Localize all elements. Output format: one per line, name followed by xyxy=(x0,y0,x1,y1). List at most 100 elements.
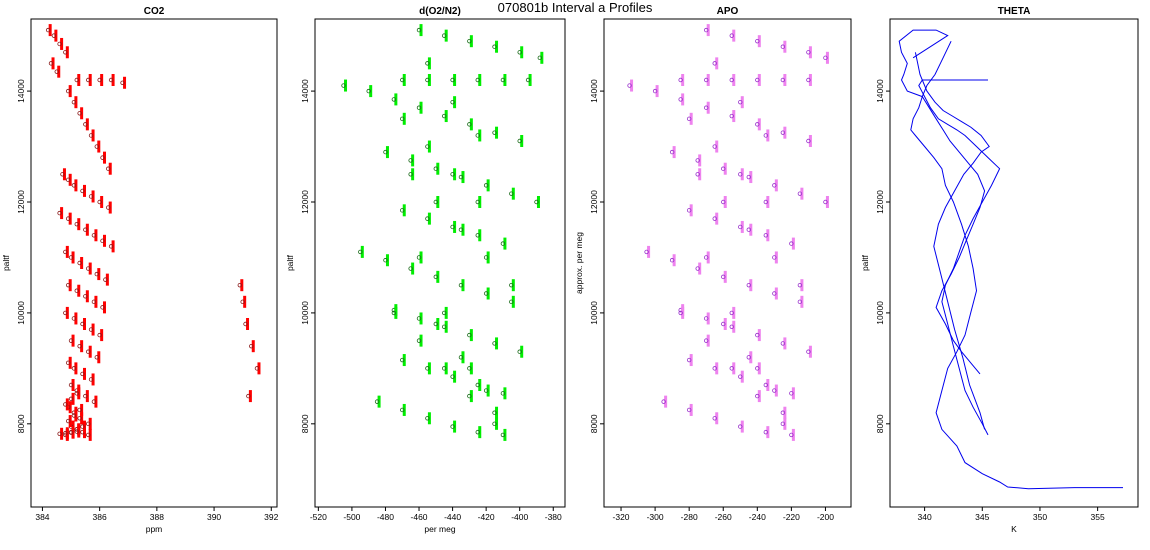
data-point xyxy=(68,396,74,402)
data-point xyxy=(517,349,522,354)
data-point xyxy=(492,410,497,415)
data-point xyxy=(729,113,734,119)
data-point xyxy=(68,382,74,388)
data-point xyxy=(391,97,397,102)
data-point xyxy=(755,77,760,83)
data-point xyxy=(537,55,543,61)
data-point xyxy=(475,382,480,388)
data-point xyxy=(450,77,455,83)
data-point xyxy=(669,149,675,155)
data-point xyxy=(500,391,506,396)
data-point xyxy=(374,399,380,404)
panel-title: APO xyxy=(717,6,739,17)
data-point xyxy=(772,388,777,393)
series-line xyxy=(918,79,1001,436)
series-line xyxy=(898,29,1123,490)
data-point xyxy=(108,77,114,83)
data-point xyxy=(65,177,71,183)
series-line xyxy=(914,52,990,430)
plot-frame xyxy=(314,18,566,508)
data-point xyxy=(68,430,74,435)
data-point xyxy=(746,282,751,288)
data-point xyxy=(458,282,464,288)
data-point xyxy=(686,357,692,363)
data-point xyxy=(86,266,91,271)
data-point xyxy=(695,172,700,177)
data-point xyxy=(83,393,88,399)
data-point xyxy=(103,277,108,282)
x-axis-label: K xyxy=(1011,524,1017,534)
data-point xyxy=(450,424,455,429)
data-point xyxy=(517,138,522,144)
x-tick-label: 355 xyxy=(1091,512,1105,522)
x-tick-label: -280 xyxy=(681,512,698,522)
data-point xyxy=(416,338,422,343)
data-point xyxy=(63,310,68,316)
data-point xyxy=(729,324,734,329)
data-point xyxy=(729,366,734,371)
y-tick-label: 14000 xyxy=(875,79,885,103)
data-point xyxy=(772,291,777,296)
panel-title: CO2 xyxy=(144,6,165,17)
data-point xyxy=(483,388,489,393)
y-tick-label: 12000 xyxy=(589,190,599,214)
y-tick-label: 10000 xyxy=(875,301,885,325)
data-point xyxy=(416,27,422,33)
data-point xyxy=(704,105,709,110)
data-point xyxy=(509,191,514,196)
data-point xyxy=(738,374,743,379)
data-point xyxy=(704,338,709,343)
x-tick-label: -240 xyxy=(749,512,766,522)
y-tick-label: 8000 xyxy=(300,414,310,433)
x-tick-label: -420 xyxy=(478,512,495,522)
x-tick-label: 350 xyxy=(1033,512,1047,522)
data-point xyxy=(500,77,506,83)
y-tick-label: 14000 xyxy=(300,79,310,103)
data-point xyxy=(797,282,803,288)
data-point xyxy=(65,418,71,424)
data-point xyxy=(763,429,769,435)
data-point xyxy=(755,332,760,338)
y-tick-label: 8000 xyxy=(589,414,599,433)
data-point xyxy=(458,227,464,232)
data-point xyxy=(755,122,760,127)
data-point xyxy=(441,366,447,371)
data-point xyxy=(763,233,769,238)
data-point xyxy=(450,374,455,379)
data-point xyxy=(77,260,82,266)
data-point xyxy=(433,166,439,171)
data-point xyxy=(433,321,439,327)
x-tick-label: -520 xyxy=(310,512,327,522)
data-point xyxy=(695,266,700,271)
x-tick-label: -200 xyxy=(817,512,834,522)
data-point xyxy=(500,241,506,246)
data-point xyxy=(94,355,99,360)
data-point xyxy=(509,299,514,305)
data-point xyxy=(86,77,91,83)
data-point xyxy=(77,111,82,116)
data-point xyxy=(467,332,472,338)
data-point xyxy=(686,407,692,413)
data-point xyxy=(358,249,363,255)
x-tick-label: -460 xyxy=(411,512,428,522)
x-tick-label: 388 xyxy=(150,512,164,522)
data-point xyxy=(789,391,794,396)
x-axis-label: per meg xyxy=(424,524,455,534)
x-tick-label: -400 xyxy=(511,512,528,522)
data-point xyxy=(746,174,751,180)
data-point xyxy=(755,38,760,44)
data-point xyxy=(467,122,472,127)
x-tick-label: 392 xyxy=(264,512,278,522)
data-point xyxy=(441,33,447,38)
data-point xyxy=(71,366,77,371)
data-point xyxy=(475,77,480,83)
data-point xyxy=(86,432,91,438)
data-point xyxy=(763,382,769,388)
data-point xyxy=(74,221,79,227)
data-point xyxy=(425,366,430,371)
data-point xyxy=(686,208,692,213)
data-point xyxy=(86,349,91,354)
x-tick-label: -380 xyxy=(545,512,562,522)
data-point xyxy=(517,50,522,55)
data-point xyxy=(94,144,99,149)
